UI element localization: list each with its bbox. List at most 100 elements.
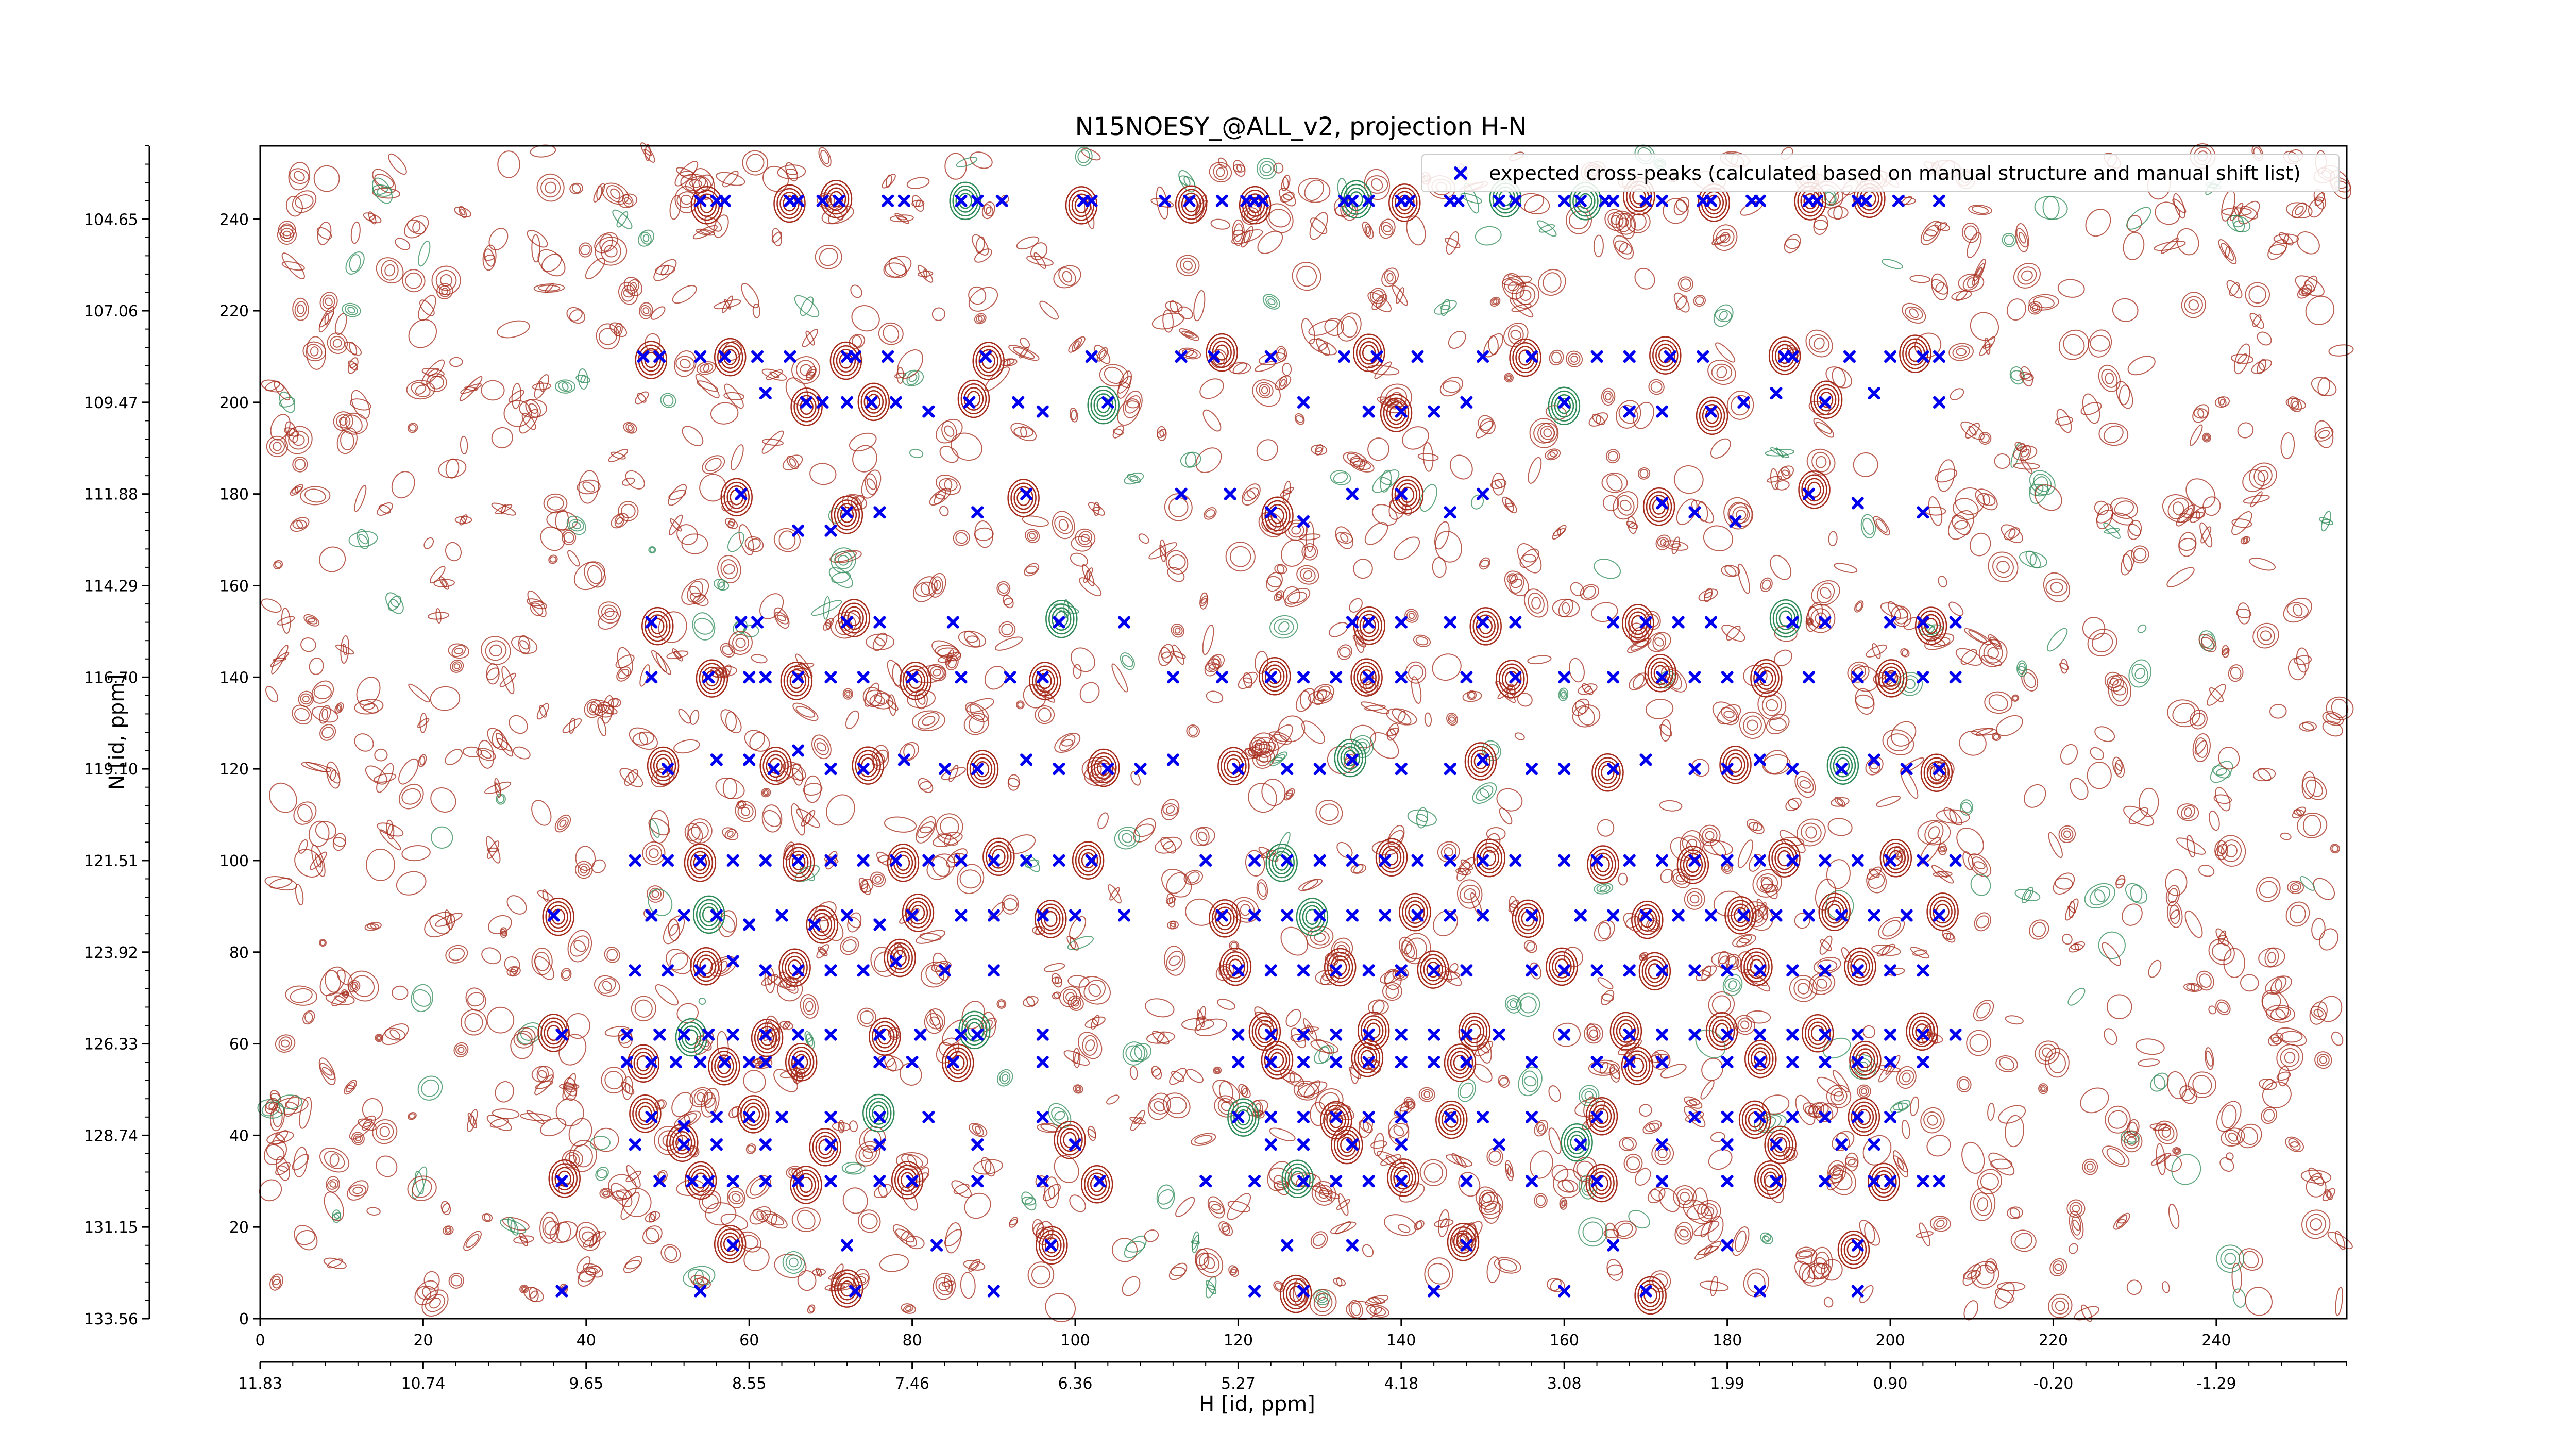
x-index-tick-label: 140 xyxy=(1386,1332,1416,1350)
contour-blob xyxy=(2285,1136,2304,1152)
contour-blob xyxy=(599,1188,613,1199)
contour-blob xyxy=(1367,292,1392,313)
contour-blob xyxy=(1241,483,1261,506)
contour-blob xyxy=(499,666,517,695)
cross-peak-marker xyxy=(849,1285,861,1298)
contour-blob xyxy=(2322,1188,2336,1202)
contour-peak xyxy=(820,180,853,218)
contour-blob xyxy=(1069,1194,1086,1212)
contour-blob xyxy=(1760,577,1773,592)
contour-blob xyxy=(1936,807,1970,826)
contour-blob xyxy=(1505,1160,1514,1182)
contour-blob xyxy=(1860,514,1876,539)
cross-peak-marker xyxy=(759,387,772,400)
contour-blob xyxy=(713,214,729,238)
contour-blob xyxy=(1024,563,1040,577)
contour-blob xyxy=(931,640,961,662)
cross-peak-marker xyxy=(1460,1028,1473,1041)
cross-peak-marker xyxy=(1917,350,1929,363)
contour-blob xyxy=(1623,913,1642,932)
contour-blob xyxy=(1168,1262,1188,1280)
contour-peak xyxy=(1798,470,1831,509)
contour-blob xyxy=(1308,319,1338,336)
cross-peak-marker xyxy=(710,1110,723,1123)
contour-blob xyxy=(1411,676,1422,704)
cross-peak-marker xyxy=(1444,616,1456,629)
contour-blob xyxy=(1528,457,1542,484)
contour-blob xyxy=(2184,910,2203,938)
contour-blob xyxy=(1834,563,1858,574)
cross-peak-marker xyxy=(1672,616,1685,629)
cross-peak-marker xyxy=(1370,350,1383,363)
cross-peak-marker xyxy=(1493,1138,1505,1151)
contour-blob xyxy=(2168,1203,2180,1229)
cross-peak-marker xyxy=(971,1175,984,1188)
contour-blob xyxy=(315,821,336,840)
contour-blob xyxy=(290,517,310,532)
contour-blob xyxy=(1618,872,1628,886)
contour-blob xyxy=(270,644,290,675)
contour-blob xyxy=(2176,228,2199,256)
contour-blob xyxy=(1183,870,1204,885)
contour-peak xyxy=(1844,947,1876,986)
contour-blob xyxy=(866,632,894,651)
cross-peak-marker xyxy=(1819,1110,1832,1123)
cross-peak-marker xyxy=(1264,1138,1277,1151)
cross-peak-marker xyxy=(1395,1138,1408,1151)
contour-blob xyxy=(1613,235,1634,260)
cross-peak-marker xyxy=(1819,964,1832,977)
contour-blob xyxy=(1458,1172,1481,1197)
cross-peak-marker xyxy=(1933,350,1945,363)
contour-blob xyxy=(1295,688,1315,712)
contour-blob xyxy=(269,1273,283,1291)
contour-blob xyxy=(1042,1176,1061,1208)
contour-blob xyxy=(818,147,832,167)
contour-blob xyxy=(562,717,582,734)
contour-blob xyxy=(313,165,340,192)
contour-blob xyxy=(1961,1141,1985,1174)
cross-peak-marker xyxy=(1819,1175,1832,1188)
contour-blob xyxy=(555,1098,584,1126)
cross-peak-marker xyxy=(1460,1239,1473,1252)
contour-blob xyxy=(2137,624,2147,633)
cross-peak-marker xyxy=(1753,964,1766,977)
contour-blob xyxy=(428,608,450,624)
contour-blob xyxy=(318,306,335,333)
x-ppm-tick-label: 3.08 xyxy=(1547,1375,1582,1393)
contour-blob xyxy=(621,1076,635,1100)
contour-blob xyxy=(916,816,936,844)
cross-peak-marker xyxy=(686,1175,699,1188)
cross-peak-marker xyxy=(775,1110,788,1123)
y-ppm-tick-label: 128.74 xyxy=(84,1127,138,1145)
contour-blob xyxy=(1548,1085,1561,1102)
contour-blob xyxy=(1553,1022,1581,1047)
contour-blob xyxy=(1051,973,1062,988)
cross-peak-marker xyxy=(1101,763,1114,776)
contour-blob xyxy=(1148,539,1178,562)
cross-peak-marker xyxy=(1884,671,1897,684)
contour-blob xyxy=(1948,601,1964,616)
contour-blob xyxy=(1145,998,1175,1018)
cross-peak-marker xyxy=(1281,1239,1294,1252)
contour-blob xyxy=(1282,363,1292,376)
cross-peak-marker xyxy=(694,854,707,867)
contour-blob xyxy=(411,984,434,1013)
cross-peak-marker xyxy=(1444,763,1456,776)
contour-blob xyxy=(407,423,418,433)
contour-blob xyxy=(1071,647,1095,672)
contour-blob xyxy=(1190,827,1215,847)
contour-blob xyxy=(319,546,346,572)
cross-peak-marker xyxy=(946,1056,959,1069)
contour-blob xyxy=(2297,813,2328,838)
contour-blob xyxy=(1309,338,1337,357)
contour-blob xyxy=(299,1097,312,1129)
contour-blob xyxy=(1434,521,1450,550)
contour-blob xyxy=(714,579,730,591)
cross-peak-marker xyxy=(759,854,772,867)
cross-peak-marker xyxy=(759,1028,772,1041)
contour-blob xyxy=(1372,469,1400,493)
contour-blob xyxy=(1144,1229,1159,1242)
contour-blob xyxy=(430,686,461,711)
cross-peak-marker xyxy=(1607,763,1620,776)
cross-peak-marker xyxy=(1346,909,1359,922)
